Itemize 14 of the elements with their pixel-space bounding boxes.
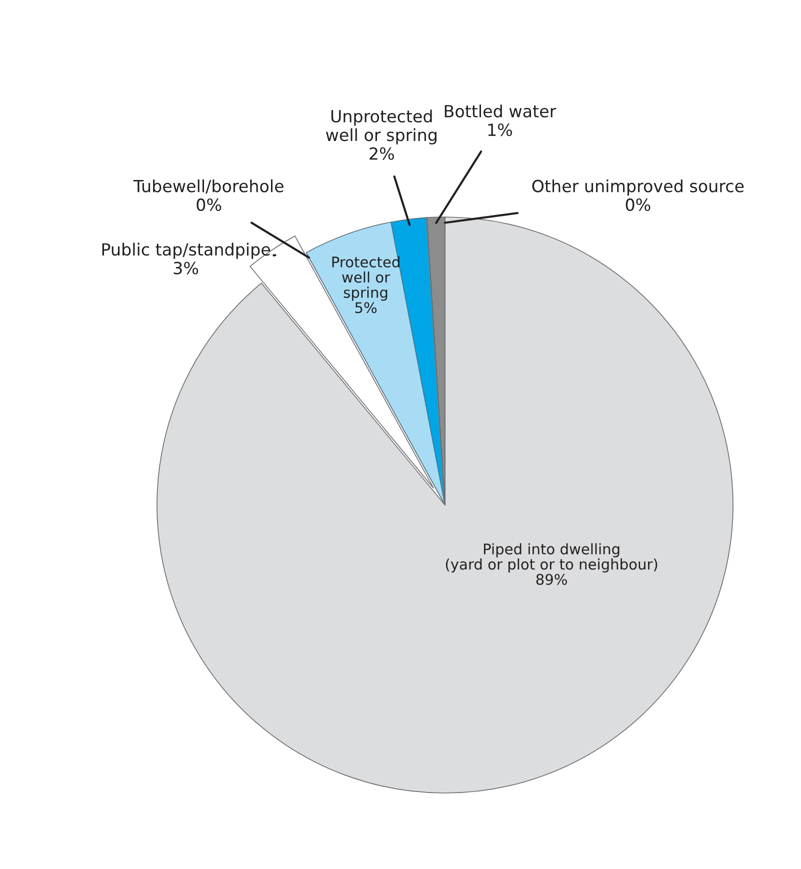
text: 0% — [196, 198, 222, 212]
pie-slice — [156, 216, 734, 794]
slice-label: Unprotected well or spring — [326, 110, 436, 144]
category-label: Other unimproved source — [532, 179, 744, 196]
data-label: 5% — [355, 302, 377, 314]
category-label: Tubewell/borehole — [133, 179, 284, 194]
text: 0% — [626, 198, 650, 212]
data-label: 89% — [536, 574, 567, 585]
slice-label: Piped into dwelling (yard or plot or to neighbour) — [446, 543, 658, 573]
data-label: 2% — [370, 147, 394, 160]
data-label: 3% — [174, 262, 198, 274]
slice-label: Public tap/standpipe — [102, 242, 270, 259]
slice-label: Bottled water — [444, 104, 556, 118]
data-label: 1% — [488, 124, 512, 136]
